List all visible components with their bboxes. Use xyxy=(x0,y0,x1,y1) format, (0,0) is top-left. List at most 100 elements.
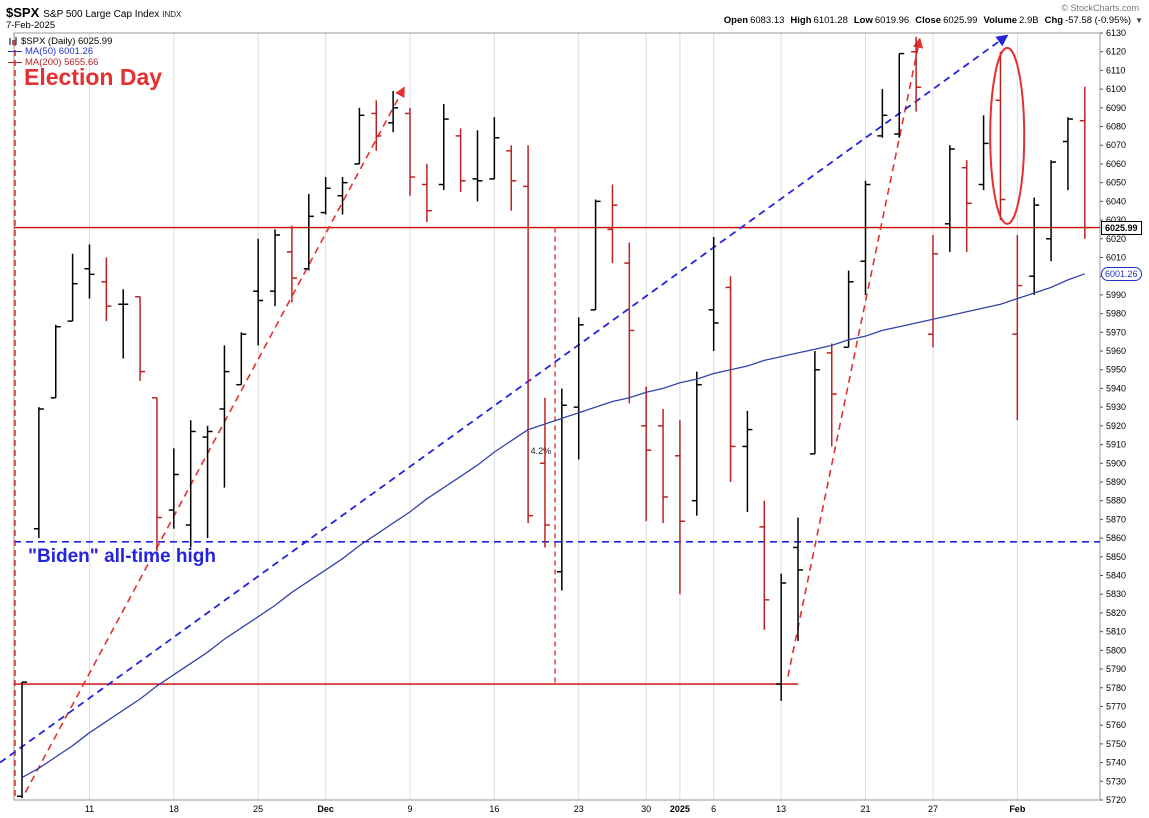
ohlc-bar xyxy=(33,407,44,539)
ohlc-bar xyxy=(658,409,669,524)
chart-date: 7-Feb-2025 xyxy=(6,20,56,31)
trend-arrow-2 xyxy=(787,37,924,677)
y-tick-label: 5830 xyxy=(1106,589,1126,599)
x-tick-label: 16 xyxy=(489,804,499,814)
y-tick-label: 5730 xyxy=(1106,776,1126,786)
election-day-label: Election Day xyxy=(24,64,163,90)
ohlc-bar xyxy=(1079,86,1090,239)
y-tick-label: 6020 xyxy=(1106,234,1126,244)
y-tick-label: 5820 xyxy=(1106,608,1126,618)
ohlc-bar xyxy=(50,324,61,399)
y-tick-label: 6010 xyxy=(1106,252,1126,262)
x-tick-label: Feb xyxy=(1009,804,1026,814)
ohlc-bar xyxy=(202,425,213,539)
price-bars xyxy=(17,36,1090,799)
annotation-lines: 4.2% xyxy=(0,34,1100,800)
ohlc-bar xyxy=(961,160,972,252)
ohlc-bar xyxy=(405,107,416,196)
trend-arrow-1 xyxy=(24,86,405,793)
series-icon xyxy=(8,36,18,46)
ohlc-bar xyxy=(489,117,500,180)
ohlc-bar xyxy=(708,236,719,352)
ohlc-bar xyxy=(472,130,483,202)
y-tick-label: 5940 xyxy=(1106,383,1126,393)
ma50-price-tag: 6001.26 xyxy=(1101,266,1142,281)
y-tick-label: 5920 xyxy=(1106,421,1126,431)
y-tick-label: 5860 xyxy=(1106,533,1126,543)
legend-ma200-label: MA(200) 5655.66 xyxy=(25,56,99,68)
trend-arrow-blue xyxy=(0,34,1009,764)
y-tick-label: 5990 xyxy=(1106,290,1126,300)
y-tick-label: 5800 xyxy=(1106,645,1126,655)
ohlc-bar xyxy=(691,371,702,516)
y-tick-label: 5890 xyxy=(1106,477,1126,487)
ohlc-bar xyxy=(337,177,348,215)
ma50-line xyxy=(21,273,1086,779)
ohlc-bar xyxy=(219,345,230,488)
y-tick-label: 6060 xyxy=(1106,159,1126,169)
ohlc-bar xyxy=(978,115,989,191)
open-label: Open xyxy=(723,15,749,26)
ohlc-bar xyxy=(523,145,534,524)
ohlc-bar xyxy=(438,104,449,191)
legend-series-label: $SPX (Daily) 6025.99 xyxy=(21,35,113,47)
legend-ma50-row: MA(50) 6001.26 xyxy=(8,46,112,57)
ohlc-bar xyxy=(168,448,179,529)
ohlc-bar xyxy=(573,317,584,460)
y-tick-label: 5790 xyxy=(1106,664,1126,674)
ohlc-bar xyxy=(118,289,129,359)
ohlc-bar xyxy=(371,100,382,151)
highlight-ellipse xyxy=(989,46,1026,225)
y-tick-label: 5900 xyxy=(1106,458,1126,468)
x-tick-label: 2025 xyxy=(670,804,690,814)
ohlc-bar xyxy=(911,36,922,112)
low-value: 6019.96 xyxy=(874,15,910,26)
y-tick-label: 6030 xyxy=(1106,215,1126,225)
x-tick-label: 11 xyxy=(85,804,94,814)
quote-dropdown-icon[interactable]: ▼ xyxy=(1135,16,1143,25)
legend-series-row: $SPX (Daily) 6025.99 xyxy=(8,36,112,47)
y-tick-label: 5960 xyxy=(1106,346,1126,356)
x-tick-label: 27 xyxy=(928,804,938,814)
y-tick-label: 5780 xyxy=(1106,683,1126,693)
x-tick-label: 13 xyxy=(776,804,786,814)
ohlc-bar xyxy=(607,184,618,264)
y-tick-label: 5970 xyxy=(1106,327,1126,337)
pullback-label: 4.2% xyxy=(531,446,552,456)
y-tick-label: 5850 xyxy=(1106,552,1126,562)
ohlc-bar xyxy=(1046,160,1057,262)
ohlc-bar xyxy=(84,244,95,299)
close-label: Close xyxy=(915,15,942,26)
y-tick-label: 5930 xyxy=(1106,402,1126,412)
ohlc-bar xyxy=(17,681,27,799)
x-axis: 11 18 25 Dec 9 16 23 30 2025 6 13 21 27 Feb xyxy=(85,804,1026,814)
ohlc-bar xyxy=(270,229,281,307)
open-value: 6083.13 xyxy=(750,15,785,26)
ohlc-bar xyxy=(67,253,78,322)
ohlc-bar xyxy=(1029,197,1040,295)
y-tick-label: 5720 xyxy=(1106,795,1126,805)
ohlc-bar xyxy=(286,225,297,303)
high-label: High xyxy=(790,15,812,26)
ohlc-bar xyxy=(320,177,331,215)
ohlc-bar xyxy=(641,386,652,522)
ohlc-bar xyxy=(793,517,804,641)
ohlc-bar xyxy=(590,199,601,311)
y-tick-label: 6110 xyxy=(1106,65,1125,75)
y-tick-label: 5980 xyxy=(1106,309,1126,319)
y-tick-label: 5840 xyxy=(1106,571,1126,581)
title-row: $SPX S&P 500 Large Cap Index INDX xyxy=(6,4,181,22)
chg-value: -57.58 (-0.95%) xyxy=(1065,15,1132,26)
exchange: INDX xyxy=(162,10,182,19)
ohlc-bar xyxy=(826,343,837,447)
ohlc-bar xyxy=(556,388,567,591)
ohlc-bar xyxy=(506,145,517,211)
y-tick-label: 6070 xyxy=(1106,140,1126,150)
x-tick-label: Dec xyxy=(317,804,334,814)
ma200-line-icon xyxy=(8,61,22,63)
y-tick-label: 6080 xyxy=(1106,122,1126,132)
chart-legend: $SPX (Daily) 6025.99 MA(50) 6001.26 MA(2… xyxy=(8,36,112,68)
x-tick-label: 6 xyxy=(711,804,716,814)
ohlc-bar xyxy=(253,238,264,346)
ohlc-bar xyxy=(944,145,955,252)
